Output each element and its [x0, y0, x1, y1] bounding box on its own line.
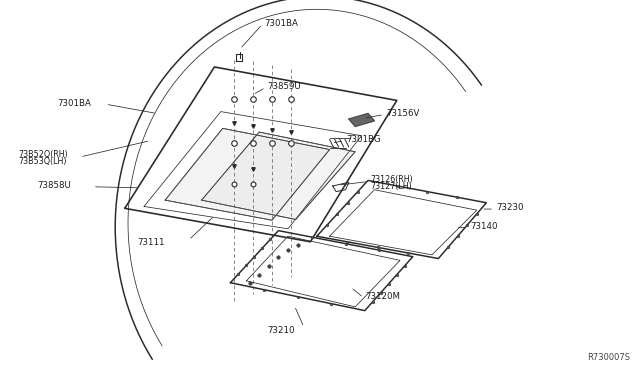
Polygon shape: [165, 128, 330, 220]
Text: 73B53Q(LH): 73B53Q(LH): [18, 157, 67, 166]
Text: 73127(LH): 73127(LH): [370, 182, 412, 191]
Text: 7301BA: 7301BA: [58, 99, 92, 108]
Polygon shape: [202, 132, 355, 219]
Text: 7301BG: 7301BG: [346, 135, 381, 144]
Text: 7301BA: 7301BA: [264, 19, 298, 28]
Text: 73B52Q(RH): 73B52Q(RH): [18, 150, 68, 158]
Text: 73120M: 73120M: [365, 292, 401, 301]
Text: 73230: 73230: [496, 203, 524, 212]
Text: 73210: 73210: [268, 326, 295, 335]
Text: 73126(RH): 73126(RH): [370, 175, 413, 184]
Text: 73140: 73140: [470, 222, 498, 231]
Text: R730007S: R730007S: [588, 353, 630, 362]
Polygon shape: [349, 113, 374, 126]
Text: 73858U: 73858U: [37, 181, 71, 190]
Text: 73859U: 73859U: [268, 82, 301, 91]
Text: 73156V: 73156V: [386, 109, 419, 118]
Text: 73111: 73111: [138, 238, 165, 247]
